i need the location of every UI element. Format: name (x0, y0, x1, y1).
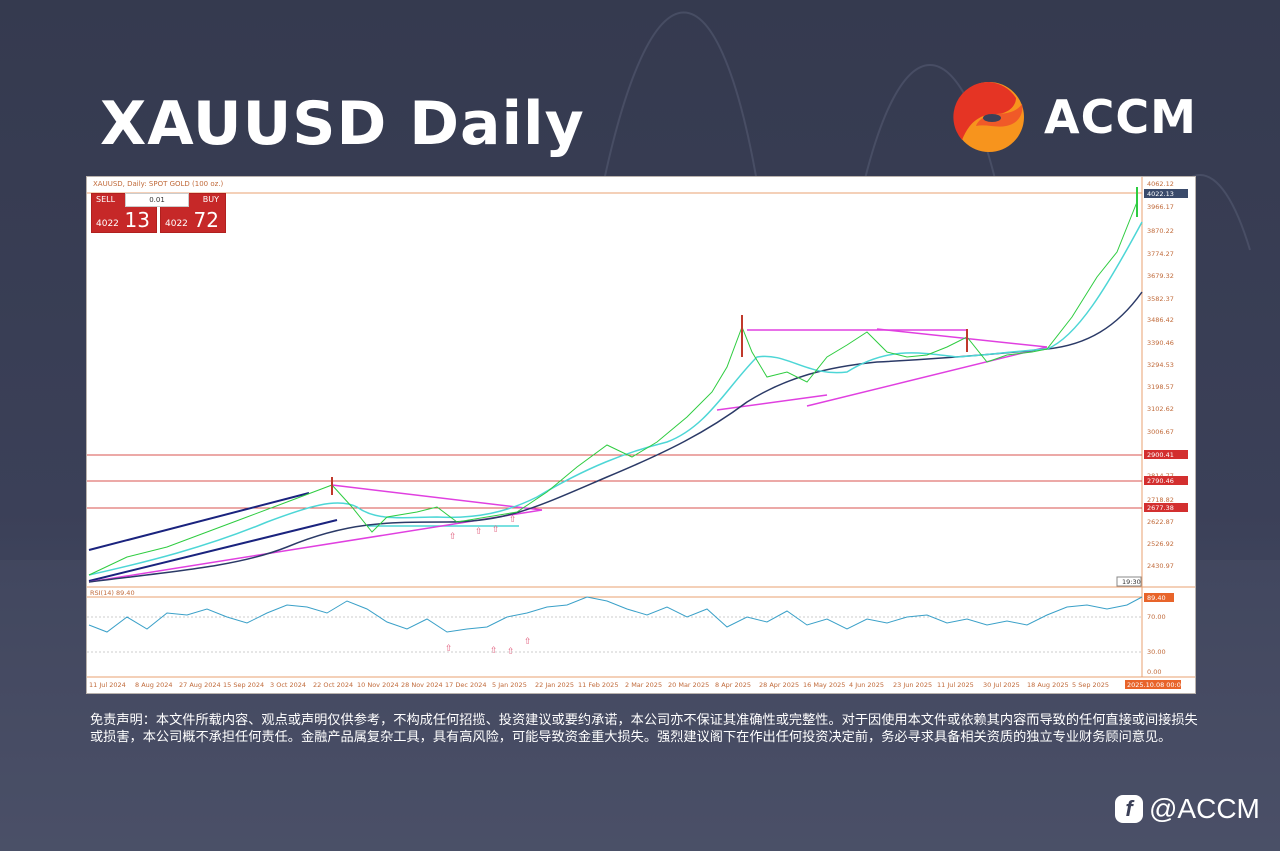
svg-text:⇧: ⇧ (507, 647, 515, 657)
svg-text:3102.62: 3102.62 (1147, 405, 1174, 413)
sell-price-big: 13 (124, 208, 150, 232)
svg-text:11 Feb 2025: 11 Feb 2025 (578, 681, 618, 689)
page-title: XAUUSD Daily (100, 89, 585, 159)
brand-name: ACCM (1044, 90, 1197, 144)
svg-text:⇧: ⇧ (490, 646, 498, 656)
sell-price-prefix: 4022 (96, 219, 119, 229)
svg-text:⇧: ⇧ (475, 527, 483, 537)
svg-text:16 May 2025: 16 May 2025 (803, 681, 845, 689)
svg-text:4 Jun 2025: 4 Jun 2025 (849, 681, 884, 689)
trading-chart[interactable]: ⇧ ⇧ ⇧ ⇧ ⇧ ⇧ ⇧ ⇧ 4062.12 3966.17 3870.22 … (86, 176, 1196, 694)
svg-text:⇧: ⇧ (492, 525, 500, 535)
svg-text:2622.87: 2622.87 (1147, 518, 1174, 526)
accm-logo-icon (953, 81, 1024, 152)
svg-text:2526.92: 2526.92 (1147, 540, 1174, 548)
sell-label: SELL (96, 195, 116, 204)
facebook-icon: f (1115, 795, 1143, 823)
svg-text:22 Jan 2025: 22 Jan 2025 (535, 681, 574, 689)
svg-text:2718.82: 2718.82 (1147, 496, 1174, 504)
svg-text:30 Jul 2025: 30 Jul 2025 (983, 681, 1020, 689)
svg-text:2 Mar 2025: 2 Mar 2025 (625, 681, 662, 689)
svg-text:3870.22: 3870.22 (1147, 227, 1174, 235)
svg-text:3390.46: 3390.46 (1147, 339, 1174, 347)
svg-text:19:30: 19:30 (1122, 578, 1141, 586)
svg-text:28 Nov 2024: 28 Nov 2024 (401, 681, 443, 689)
current-price-label: 4022.13 (1147, 190, 1174, 198)
svg-text:70.00: 70.00 (1147, 613, 1166, 621)
svg-text:4062.12: 4062.12 (1147, 180, 1174, 188)
svg-text:3774.27: 3774.27 (1147, 250, 1174, 258)
svg-text:3006.67: 3006.67 (1147, 428, 1174, 436)
svg-text:⇧: ⇧ (445, 644, 453, 654)
svg-text:5 Jan 2025: 5 Jan 2025 (492, 681, 527, 689)
buy-label: BUY (202, 195, 219, 204)
svg-text:23 Jun 2025: 23 Jun 2025 (893, 681, 932, 689)
svg-text:3 Oct 2024: 3 Oct 2024 (270, 681, 306, 689)
svg-text:10 Nov 2024: 10 Nov 2024 (357, 681, 399, 689)
svg-text:22 Oct 2024: 22 Oct 2024 (313, 681, 353, 689)
buy-price-prefix: 4022 (165, 219, 188, 229)
price-chart-canvas[interactable]: ⇧ ⇧ ⇧ ⇧ ⇧ ⇧ ⇧ ⇧ 4062.12 3966.17 3870.22 … (87, 177, 1195, 693)
symbol-title: XAUUSD, Daily: SPOT GOLD (100 oz.) (93, 180, 224, 188)
svg-text:3294.53: 3294.53 (1147, 361, 1174, 369)
svg-text:8 Apr 2025: 8 Apr 2025 (715, 681, 751, 689)
svg-text:11 Jul 2025: 11 Jul 2025 (937, 681, 974, 689)
svg-text:3198.57: 3198.57 (1147, 383, 1174, 391)
buy-price-big: 72 (193, 208, 219, 232)
svg-text:⇧: ⇧ (524, 637, 532, 647)
svg-text:3486.42: 3486.42 (1147, 316, 1174, 324)
svg-text:20 Mar 2025: 20 Mar 2025 (668, 681, 709, 689)
svg-text:15 Sep 2024: 15 Sep 2024 (223, 681, 264, 689)
svg-text:18 Aug 2025: 18 Aug 2025 (1027, 681, 1069, 689)
svg-text:30.00: 30.00 (1147, 648, 1166, 656)
svg-text:2790.46: 2790.46 (1147, 477, 1174, 485)
svg-text:⇧: ⇧ (509, 515, 517, 525)
svg-text:2430.97: 2430.97 (1147, 562, 1174, 570)
one-click-trading-panel: SELL 4022 13 BUY 4022 72 (91, 193, 226, 233)
svg-text:28 Apr 2025: 28 Apr 2025 (759, 681, 799, 689)
svg-text:2900.41: 2900.41 (1147, 451, 1174, 459)
svg-text:⇧: ⇧ (449, 532, 457, 542)
disclaimer-text: 免责声明：本文件所载内容、观点或声明仅供参考，不构成任何招揽、投资建议或要约承诺… (90, 713, 1198, 745)
buy-button[interactable]: BUY 4022 72 (160, 193, 226, 233)
svg-text:17 Dec 2024: 17 Dec 2024 (445, 681, 487, 689)
svg-text:27 Aug 2024: 27 Aug 2024 (179, 681, 221, 689)
svg-text:0.00: 0.00 (1147, 668, 1161, 676)
svg-text:3679.32: 3679.32 (1147, 272, 1174, 280)
svg-text:89.40: 89.40 (1147, 594, 1166, 602)
svg-text:RSI(14) 89.40: RSI(14) 89.40 (90, 589, 135, 597)
svg-text:2025.10.08 00:00: 2025.10.08 00:00 (1127, 681, 1185, 689)
svg-text:3582.37: 3582.37 (1147, 295, 1174, 303)
lot-size-input[interactable]: 0.01 (125, 193, 189, 207)
social-handle[interactable]: f @ACCM (1115, 793, 1260, 825)
brand-logo: ACCM (952, 80, 1197, 154)
svg-text:11 Jul 2024: 11 Jul 2024 (89, 681, 126, 689)
social-handle-text: @ACCM (1149, 793, 1260, 824)
svg-text:3966.17: 3966.17 (1147, 203, 1174, 211)
svg-text:8 Aug 2024: 8 Aug 2024 (135, 681, 173, 689)
svg-text:2677.38: 2677.38 (1147, 504, 1174, 512)
svg-text:5 Sep 2025: 5 Sep 2025 (1072, 681, 1109, 689)
